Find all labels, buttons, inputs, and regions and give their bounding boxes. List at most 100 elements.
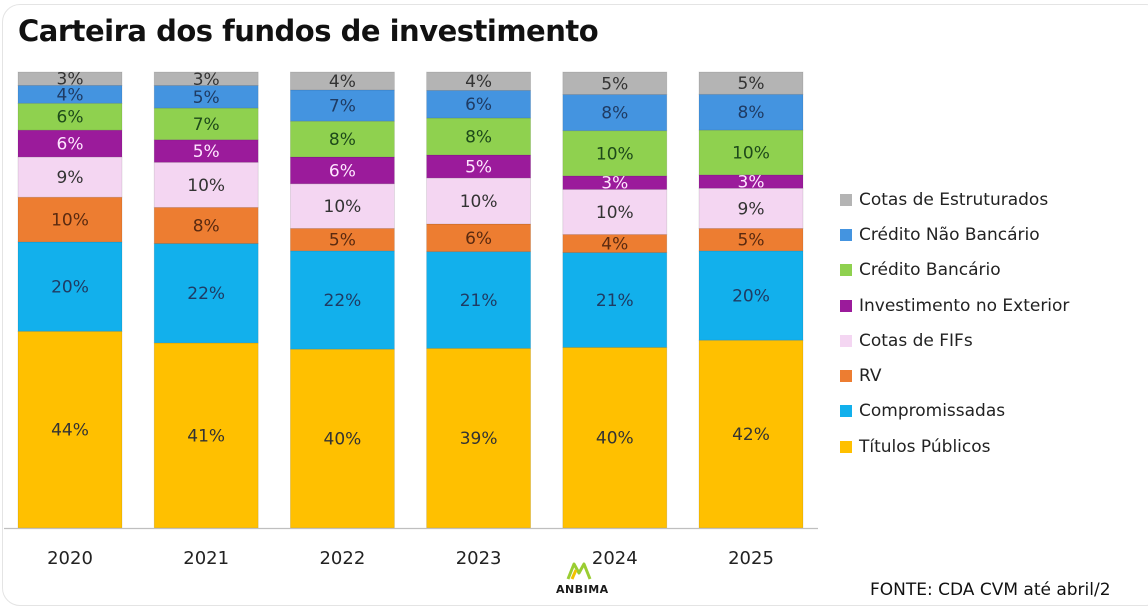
data-label: 40% [324,430,362,450]
data-label: 10% [732,143,770,163]
data-label: 8% [601,104,628,124]
data-label: 8% [193,217,220,237]
legend-label: Cotas de FIFs [859,330,973,351]
legend-label: Crédito Bancário [859,260,1001,281]
legend-swatch [840,193,852,206]
legend-swatch [840,264,852,277]
data-label: 40% [596,429,634,449]
data-label: 3% [738,173,765,193]
bar-segment [289,89,395,122]
data-label: 3% [193,70,220,90]
chart-title: Carteira dos fundos de investimento [18,14,599,48]
data-label: 4% [57,85,84,105]
bar-segment [426,90,532,119]
bar-segment [153,342,259,529]
bar-segment [153,71,259,86]
bar-segment [698,339,804,529]
legend-label: Cotas de Estruturados [859,189,1049,210]
bar-segment [698,71,804,95]
data-label: 5% [738,231,765,251]
legend-swatch [840,334,852,347]
bar-segment [698,250,804,341]
data-label: 41% [187,426,225,446]
anbima-logo-text: ANBIMA [556,583,609,596]
data-label: 6% [465,229,492,249]
source-note: FONTE: CDA CVM até abril/2 [870,580,1111,600]
legend-swatch [840,370,852,383]
legend-item: Investimento no Exterior [840,288,1069,323]
data-label: 10% [460,192,498,212]
legend-item: RV [840,358,1069,393]
bar-segment [17,241,123,332]
data-label: 20% [51,278,89,298]
data-label: 39% [460,429,498,449]
data-label: 22% [324,291,362,311]
data-label: 21% [596,291,634,311]
legend-label: Investimento no Exterior [859,295,1070,316]
data-label: 44% [51,421,89,441]
anbima-logo: ANBIMA [556,561,609,596]
bar-segment [562,252,668,348]
bar-segment [153,161,259,208]
data-label: 6% [57,135,84,155]
data-label: 8% [465,127,492,147]
data-label: 7% [193,115,220,135]
x-tick-label: 2024 [592,548,638,569]
data-label: 8% [329,130,356,150]
data-label: 8% [738,103,765,123]
anbima-logo-icon [566,562,592,580]
data-label: 9% [57,168,84,188]
bar-segment [426,251,532,349]
legend-label: Títulos Públicos [859,436,991,457]
bar-segment [562,130,668,177]
data-label: 5% [193,88,220,108]
legend-swatch [840,299,852,312]
data-label: 3% [57,70,84,90]
bar-segment [289,250,395,350]
legend-item: Cotas de FIFs [840,323,1069,358]
data-label: 9% [738,199,765,219]
data-label: 21% [460,291,498,311]
legend-swatch [840,405,852,418]
bar-segment [17,129,123,158]
x-tick-label: 2023 [456,548,502,569]
data-label: 10% [596,144,634,164]
data-label: 10% [596,203,634,223]
chart-legend: Cotas de Estruturados Crédito Não Bancári… [840,182,1069,464]
data-label: 20% [732,287,770,307]
bar-segment [426,117,532,156]
data-label: 6% [465,95,492,115]
x-tick-label: 2025 [728,548,774,569]
legend-item: Títulos Públicos [840,429,1069,464]
data-label: 10% [187,176,225,196]
bar-segment [562,71,668,95]
data-label: 10% [51,211,89,231]
data-label: 5% [329,231,356,251]
bar-segment [153,207,259,244]
data-label: 5% [738,74,765,94]
x-tick-label: 2020 [47,548,93,569]
data-label: 5% [601,74,628,94]
legend-swatch [840,440,852,453]
bar-segment [698,129,804,176]
data-label: 42% [732,425,770,445]
legend-label: Compromissadas [859,401,1006,422]
bar-segment [426,71,532,91]
data-label: 22% [187,284,225,304]
data-label: 7% [329,97,356,117]
bar-segment [153,107,259,141]
bar-segment [698,93,804,131]
data-label: 6% [329,161,356,181]
data-label: 3% [601,174,628,194]
legend-swatch [840,228,852,241]
legend-label: Crédito Não Bancário [859,224,1040,245]
data-label: 5% [465,157,492,177]
bar-segment [17,71,123,86]
legend-label: RV [859,366,882,387]
bar-segment [289,120,395,158]
data-label: 4% [465,72,492,92]
bar-segment [289,348,395,529]
data-label: 5% [193,142,220,162]
data-label: 4% [329,72,356,92]
